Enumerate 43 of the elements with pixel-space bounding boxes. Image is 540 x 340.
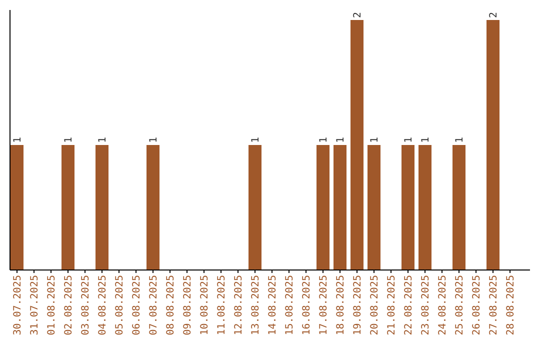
x-tick-label: 16.08.2025 bbox=[302, 275, 312, 336]
x-tick-label: 12.08.2025 bbox=[234, 275, 244, 336]
data-label: 1 bbox=[98, 136, 108, 143]
data-label: 1 bbox=[250, 136, 262, 143]
x-tick-label: 13.08.2025 bbox=[250, 275, 262, 336]
data-label: 1 bbox=[12, 136, 24, 143]
x-tick-label: 07.08.2025 bbox=[148, 275, 160, 336]
x-tick-label: 18.08.2025 bbox=[336, 275, 346, 336]
x-tick-label: 25.08.2025 bbox=[454, 275, 466, 336]
x-tick-label: 19.08.2025 bbox=[352, 275, 364, 336]
x-tick-label: 10.08.2025 bbox=[200, 275, 210, 336]
x-tick-label: 14.08.2025 bbox=[268, 275, 278, 336]
x-tick-label: 17.08.2025 bbox=[318, 275, 330, 336]
data-label: 1 bbox=[454, 136, 466, 143]
data-label: 2 bbox=[488, 12, 500, 18]
data-label: 1 bbox=[420, 136, 432, 143]
x-tick-label: 24.08.2025 bbox=[438, 275, 448, 336]
x-tick-label: 31.07.2025 bbox=[30, 275, 40, 336]
x-tick-label: 30.07.2025 bbox=[12, 275, 24, 336]
x-tick-label: 01.08.2025 bbox=[46, 275, 58, 336]
x-tick-label: 22.08.2025 bbox=[404, 275, 414, 336]
data-label: 1 bbox=[148, 136, 160, 143]
data-label: 1 bbox=[370, 136, 380, 143]
x-tick-label: 04.08.2025 bbox=[98, 275, 108, 336]
data-label: 1 bbox=[404, 136, 414, 143]
x-tick-label: 05.08.2025 bbox=[114, 275, 126, 336]
data-label: 1 bbox=[64, 136, 74, 143]
data-label: 1 bbox=[318, 136, 330, 143]
x-tick-label: 26.08.2025 bbox=[472, 275, 482, 336]
x-tick-label: 28.08.2025 bbox=[506, 275, 516, 336]
x-tick-label: 06.08.2025 bbox=[132, 275, 142, 336]
data-label: 2 bbox=[352, 12, 364, 18]
x-tick-label: 09.08.2025 bbox=[182, 275, 194, 336]
x-tick-label: 20.08.2025 bbox=[370, 275, 380, 336]
x-tick-label: 21.08.2025 bbox=[386, 275, 398, 336]
x-tick-label: 27.08.2025 bbox=[488, 275, 500, 336]
x-tick-label: 11.08.2025 bbox=[216, 275, 228, 336]
x-tick-label: 15.08.2025 bbox=[284, 275, 296, 336]
x-tick-label: 02.08.2025 bbox=[64, 275, 74, 336]
data-label: 1 bbox=[336, 136, 346, 143]
x-tick-label: 23.08.2025 bbox=[420, 275, 432, 336]
x-tick-label: 03.08.2025 bbox=[80, 275, 92, 336]
x-tick-label: 08.08.2025 bbox=[166, 275, 176, 336]
